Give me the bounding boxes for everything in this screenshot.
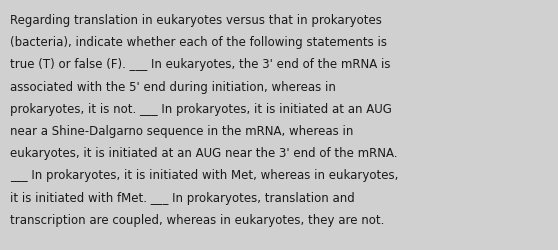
Text: Regarding translation in eukaryotes versus that in prokaryotes: Regarding translation in eukaryotes vers… [10, 14, 382, 27]
Text: (bacteria), indicate whether each of the following statements is: (bacteria), indicate whether each of the… [10, 36, 387, 49]
Text: associated with the 5' end during initiation, whereas in: associated with the 5' end during initia… [10, 80, 336, 93]
Text: near a Shine-Dalgarno sequence in the mRNA, whereas in: near a Shine-Dalgarno sequence in the mR… [10, 124, 353, 138]
Text: true (T) or false (F). ___ In eukaryotes, the 3' end of the mRNA is: true (T) or false (F). ___ In eukaryotes… [10, 58, 391, 71]
Text: ___ In prokaryotes, it is initiated with Met, whereas in eukaryotes,: ___ In prokaryotes, it is initiated with… [10, 169, 398, 182]
Text: transcription are coupled, whereas in eukaryotes, they are not.: transcription are coupled, whereas in eu… [10, 213, 384, 226]
Text: prokaryotes, it is not. ___ In prokaryotes, it is initiated at an AUG: prokaryotes, it is not. ___ In prokaryot… [10, 102, 392, 115]
Text: eukaryotes, it is initiated at an AUG near the 3' end of the mRNA.: eukaryotes, it is initiated at an AUG ne… [10, 146, 397, 160]
Text: it is initiated with fMet. ___ In prokaryotes, translation and: it is initiated with fMet. ___ In prokar… [10, 191, 355, 204]
